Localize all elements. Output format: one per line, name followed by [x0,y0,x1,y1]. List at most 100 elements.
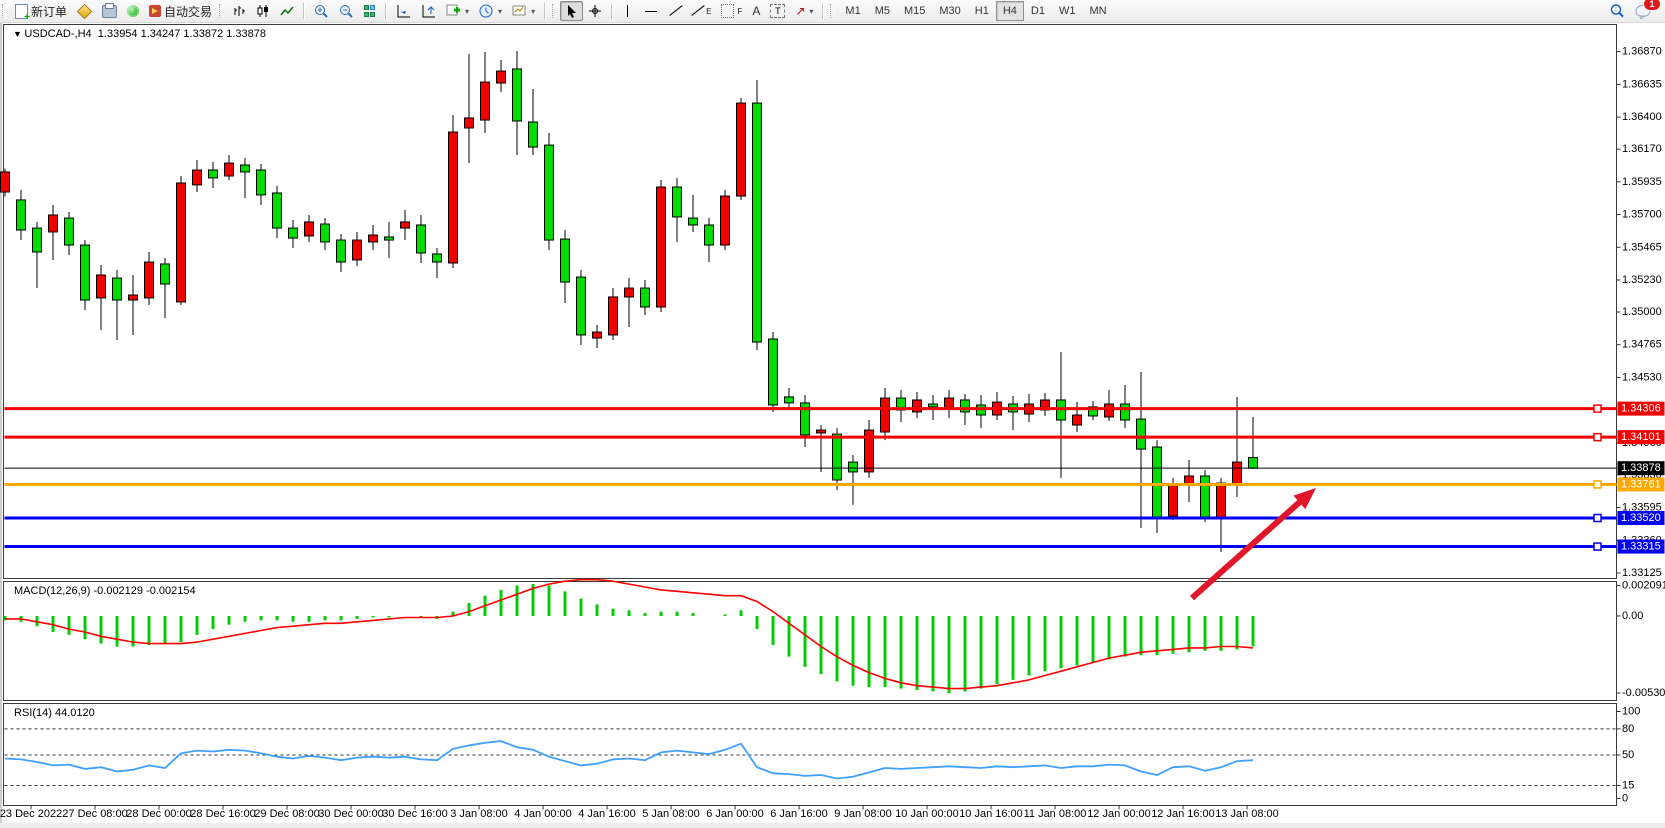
crosshair-tool-button[interactable] [583,1,607,21]
price-axis-label: 1.36635 [1622,78,1662,90]
new-order-button[interactable]: 新订单 [10,1,72,22]
timeframe-w1-button[interactable]: W1 [1058,5,1076,17]
candle-bear [32,227,42,253]
chevron-down-icon: ▾ [531,6,536,16]
print-button[interactable] [97,1,122,21]
trendline-tool-button[interactable] [664,1,686,21]
timeframe-h4-button[interactable]: H4 [995,1,1024,21]
chevron-down-icon: ▾ [809,6,814,16]
line-chart-button[interactable] [275,1,299,21]
fibonacci-icon [721,4,735,18]
candle-bull [352,239,362,261]
vertical-line-tool-button[interactable] [617,1,638,21]
timeframe-h1-button[interactable]: H1 [974,5,989,17]
rsi-axis-label: 15 [1622,779,1634,791]
candle-bear [384,236,394,241]
macd-pane-label: MACD(12,26,9) -0.002129 -0.002154 [14,585,196,597]
price-axis-label: 1.33125 [1622,567,1662,579]
horizontal-line-icon [645,10,658,12]
collapse-triangle-icon[interactable]: ▼ [13,29,25,39]
hline-handle-1.33761[interactable] [1593,480,1602,489]
hline-handle-1.34101[interactable] [1593,432,1602,442]
period-button[interactable]: ▾ [474,1,507,21]
time-axis-label: 3 Jan 08:00 [450,808,508,820]
candle-bull [368,234,378,243]
fibonacci-tool-button[interactable]: F [716,1,747,21]
candle-bear [688,217,698,226]
horizontal-line-tool-button[interactable] [638,1,664,21]
auto-trading-label: 自动交易 [164,4,213,19]
time-axis-label: 11 Jan 08:00 [1024,808,1087,820]
text-label-tool-button[interactable]: T [765,1,790,21]
candle-bull [48,214,58,233]
time-axis-label: 5 Jan 08:00 [642,808,700,820]
hline-handle-1.33315[interactable] [1593,542,1602,551]
time-axis-label: 4 Jan 16:00 [578,808,636,820]
bar-chart-button[interactable] [227,1,251,21]
macd-axis-label: 0.002091 [1622,580,1665,592]
rsi-axis-label: 0 [1622,793,1628,805]
equidistant-channel-tool-button[interactable]: E [686,1,716,21]
new-order-label: 新订单 [31,4,68,19]
time-axis-label: 30 Dec 00:00 [318,808,383,820]
toolbar-grip [2,4,7,18]
notifications-button[interactable]: 1 [1630,0,1661,21]
auto-trading-button[interactable]: 自动交易 [144,1,217,21]
metaeditor-button[interactable] [72,1,97,21]
cursor-tool-button[interactable] [560,1,584,21]
timeframe-m30-button[interactable]: M30 [939,5,961,17]
zoom-in-button[interactable] [309,1,334,21]
template-button[interactable]: ▾ [507,1,540,21]
chart-header: ▼ USDCAD-,H4 1.33954 1.34247 1.33872 1.3… [13,28,266,40]
candle-bear [256,169,266,196]
candle-bear [512,68,522,122]
arrow-shaft[interactable] [1190,497,1304,601]
add-indicator-button[interactable]: ▾ [441,1,474,21]
auto-trading-icon [149,5,162,17]
chart-shift-button[interactable] [416,1,441,21]
search-icon [1610,4,1624,18]
radar-icon [127,5,140,17]
timeframe-m5-button[interactable]: M5 [874,5,890,17]
zoom-out-button[interactable] [334,1,359,21]
arrow-head-icon[interactable] [1293,488,1317,510]
candle-bear [640,287,650,308]
news-button[interactable] [122,1,144,21]
time-axis-label: 12 Jan 16:00 [1151,808,1215,820]
text-tool-icon: A [752,4,761,18]
timeframe-row: M1 M5 M15 M30 H1 H4 D1 W1 MN [838,1,1113,21]
candle-bear [16,199,26,231]
arrows-tool-button[interactable]: ↗ ▾ [790,1,818,21]
candle-bull [944,397,954,409]
cursor-icon [568,5,577,18]
candle-bear [112,277,122,301]
line-chart-icon [280,6,294,16]
hline-handle-1.33520[interactable] [1593,513,1602,523]
candle-bull [304,221,314,237]
candle-bear [928,403,938,408]
candle-bear [160,263,170,285]
macd-values: -0.002129 -0.002154 [93,585,196,597]
auto-scroll-button[interactable] [391,1,416,21]
candle-bull [176,182,186,303]
candlestick-button[interactable] [251,1,275,21]
candle-bull [224,162,234,177]
timeframe-d1-button[interactable]: D1 [1030,5,1045,17]
timeframe-m15-button[interactable]: M15 [903,5,926,17]
text-tool-button[interactable]: A [747,1,765,21]
timeframe-m1-button[interactable]: M1 [845,5,861,17]
timeframe-mn-button[interactable]: MN [1089,5,1107,17]
candle-bear [288,227,298,239]
tile-windows-icon [364,5,376,17]
pane-1 [3,581,1617,701]
tile-windows-button[interactable] [359,1,381,21]
channel-icon [691,5,703,17]
hline-handle-1.34306[interactable] [1593,404,1602,413]
candle-bear [320,223,330,243]
symbol-title: USDCAD-,H4 [24,28,92,40]
time-axis-label: 13 Jan 08:00 [1215,808,1279,820]
search-button[interactable] [1604,1,1630,21]
toolbar-separator [303,3,306,19]
